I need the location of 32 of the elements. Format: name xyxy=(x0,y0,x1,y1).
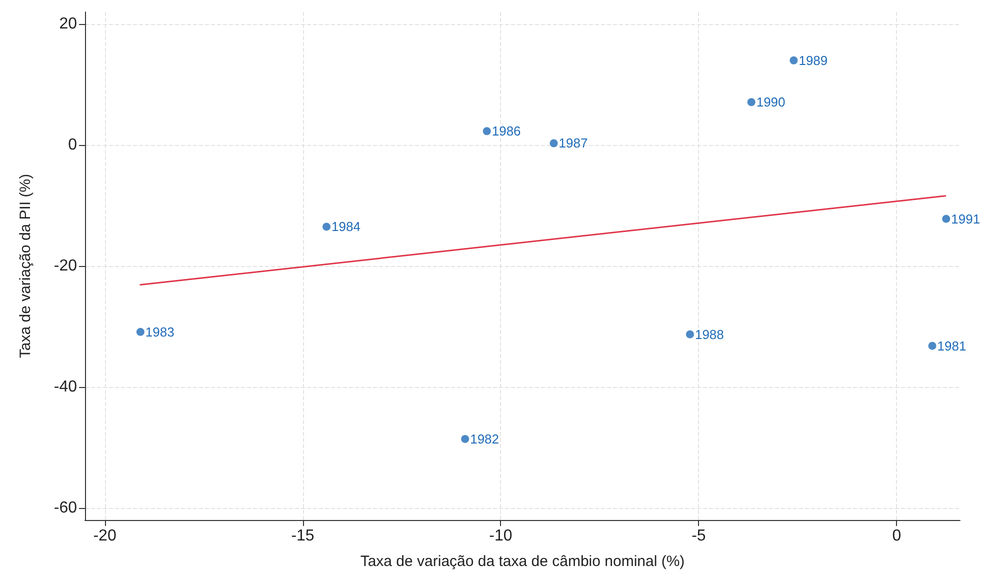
y-tick-label: -60 xyxy=(54,499,78,516)
point xyxy=(550,139,558,148)
x-tick-label: -5 xyxy=(692,528,706,544)
annotation: 1981 xyxy=(937,338,966,354)
x-tick-label: -10 xyxy=(489,528,512,544)
point xyxy=(942,214,950,223)
annotation: 1984 xyxy=(332,219,360,234)
point xyxy=(747,98,756,106)
point xyxy=(136,328,144,336)
y-tick-label: -40 xyxy=(54,378,78,396)
point xyxy=(790,56,798,64)
x-tick-label: 0 xyxy=(892,528,902,544)
annotation: 1987 xyxy=(558,136,588,151)
annotation: 1988 xyxy=(694,326,724,342)
x-tick-label: -20 xyxy=(93,528,116,544)
point xyxy=(482,127,491,136)
annotation: 1983 xyxy=(145,324,174,340)
y-tick-label: -20 xyxy=(54,258,78,274)
annotation: 1991 xyxy=(951,211,980,226)
y-axis-title: Taxa de variação da PII (%) xyxy=(17,174,34,358)
y-tick-label: 0 xyxy=(68,136,78,154)
point xyxy=(461,434,470,443)
point xyxy=(928,342,936,350)
y-tick-label: 20 xyxy=(59,16,78,33)
annotation: 1990 xyxy=(756,94,786,110)
point xyxy=(686,330,694,338)
point xyxy=(322,222,331,231)
annotation: 1982 xyxy=(470,431,500,446)
x-tick-label: -15 xyxy=(291,528,314,544)
x-axis-title: Taxa de variação da taxa de câmbio nominal (%) xyxy=(360,553,685,570)
annotation: 1986 xyxy=(492,124,521,139)
annotation: 1989 xyxy=(798,52,828,68)
